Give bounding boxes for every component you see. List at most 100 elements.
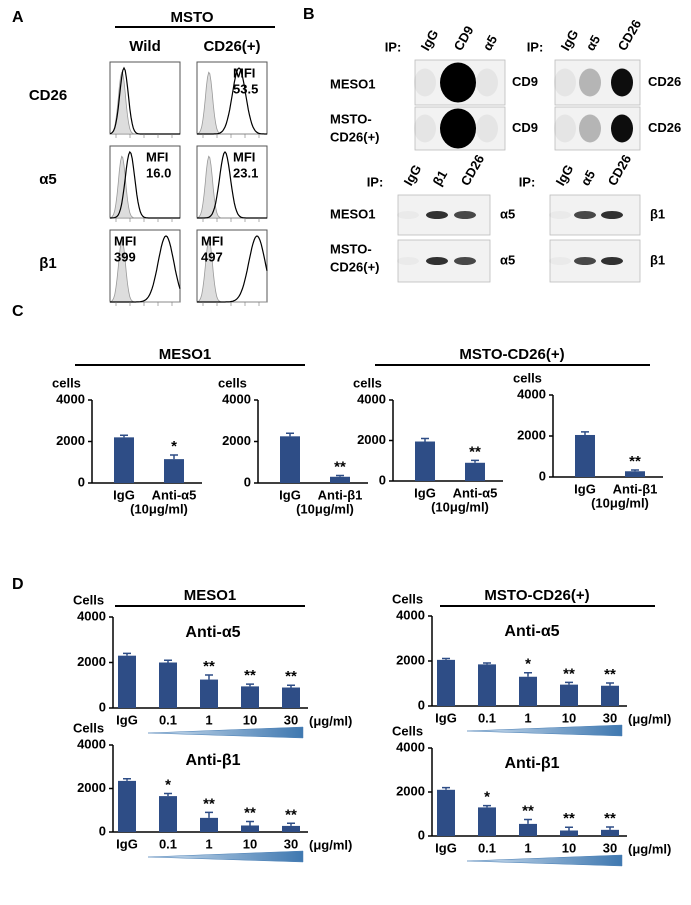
ip-label: IP: bbox=[367, 174, 384, 189]
bar bbox=[560, 684, 578, 706]
bar bbox=[114, 437, 134, 483]
y-tick-label: 2000 bbox=[396, 783, 425, 798]
blot-band bbox=[397, 211, 419, 219]
row-label: MSTO- bbox=[330, 241, 372, 256]
significance: ** bbox=[334, 458, 346, 475]
isotype-histogram bbox=[196, 239, 267, 303]
chart-title: Anti-β1 bbox=[504, 755, 559, 772]
blot-band bbox=[426, 211, 448, 219]
y-tick-label: 4000 bbox=[517, 386, 546, 401]
blot-band bbox=[601, 211, 623, 219]
mfi-label: MFI bbox=[146, 149, 168, 164]
x-note: (10μg/ml) bbox=[431, 499, 489, 514]
y-tick-label: 2000 bbox=[56, 433, 85, 448]
significance: ** bbox=[563, 665, 575, 682]
blot-band bbox=[476, 68, 498, 97]
row-label: MESO1 bbox=[330, 76, 376, 91]
error-bar bbox=[442, 786, 450, 790]
blot-band bbox=[574, 257, 596, 265]
lane-label: α5 bbox=[578, 168, 599, 189]
x-tick-label: Anti-β1 bbox=[613, 481, 658, 496]
x-note: (10μg/ml) bbox=[130, 501, 188, 516]
y-tick-label: 0 bbox=[244, 474, 251, 489]
bar bbox=[330, 476, 350, 483]
bar bbox=[241, 825, 259, 832]
lane-label: α5 bbox=[480, 33, 501, 54]
error-bar bbox=[471, 459, 479, 463]
ip-label: IP: bbox=[385, 39, 402, 54]
panel-label: B bbox=[303, 6, 315, 23]
bar bbox=[164, 459, 184, 483]
x-tick-label: IgG bbox=[116, 712, 138, 727]
significance: ** bbox=[203, 795, 215, 812]
x-tick-label: IgG bbox=[435, 710, 457, 725]
lane-label: β1 bbox=[430, 168, 451, 189]
blot-band bbox=[601, 257, 623, 265]
bar bbox=[280, 436, 300, 483]
y-tick-label: 0 bbox=[418, 827, 425, 842]
band-label: α5 bbox=[500, 206, 515, 221]
isotype-histogram bbox=[196, 71, 267, 135]
x-tick-label: 10 bbox=[562, 840, 576, 855]
blot-band bbox=[414, 114, 436, 143]
sample-histogram bbox=[110, 150, 180, 219]
y-axis-label: Cells bbox=[73, 592, 104, 607]
error-bar bbox=[631, 469, 639, 472]
blot-band bbox=[440, 108, 476, 149]
significance: ** bbox=[285, 806, 297, 823]
y-axis-label: cells bbox=[52, 375, 81, 390]
y-tick-label: 2000 bbox=[77, 654, 106, 669]
x-tick-label: 10 bbox=[243, 712, 257, 727]
dose-wedge bbox=[147, 726, 304, 739]
error-bar bbox=[524, 818, 532, 824]
x-unit: (μg/ml) bbox=[309, 837, 352, 852]
significance: * bbox=[165, 776, 171, 793]
y-tick-label: 2000 bbox=[77, 780, 106, 795]
error-bar bbox=[606, 682, 614, 686]
ip-label: IP: bbox=[527, 39, 544, 54]
error-bar bbox=[336, 474, 344, 477]
significance: ** bbox=[604, 666, 616, 683]
y-axis-label: cells bbox=[218, 375, 247, 390]
mfi-value: 399 bbox=[114, 249, 136, 264]
bar bbox=[159, 796, 177, 832]
error-bar bbox=[164, 659, 172, 663]
error-bar bbox=[246, 683, 254, 687]
x-tick-label: 0.1 bbox=[478, 710, 496, 725]
band-label: CD26 bbox=[648, 74, 681, 89]
y-tick-label: 4000 bbox=[357, 391, 386, 406]
mfi-value: 16.0 bbox=[146, 165, 171, 180]
ip-label: IP: bbox=[519, 174, 536, 189]
mfi-value: 53.5 bbox=[233, 81, 258, 96]
error-bar bbox=[170, 454, 178, 460]
y-tick-label: 4000 bbox=[396, 607, 425, 622]
isotype-histogram bbox=[109, 239, 180, 303]
significance: ** bbox=[469, 443, 481, 460]
dose-wedge bbox=[147, 850, 304, 863]
error-bar bbox=[483, 662, 491, 665]
x-unit: (μg/ml) bbox=[628, 841, 671, 856]
y-axis-label: Cells bbox=[392, 723, 423, 738]
blot-band bbox=[574, 211, 596, 219]
lane-label: IgG bbox=[418, 27, 442, 53]
x-tick-label: 0.1 bbox=[159, 836, 177, 851]
bar bbox=[519, 823, 537, 836]
y-axis-label: Cells bbox=[392, 591, 423, 606]
y-tick-label: 0 bbox=[418, 697, 425, 712]
row-label: MSTO- bbox=[330, 111, 372, 126]
panel-label: D bbox=[12, 576, 24, 593]
x-tick-label: IgG bbox=[116, 836, 138, 851]
error-bar bbox=[205, 811, 213, 818]
x-tick-label: IgG bbox=[414, 485, 436, 500]
group-title: MESO1 bbox=[159, 346, 212, 363]
group-title: MSTO-CD26(+) bbox=[484, 587, 589, 604]
bar bbox=[159, 662, 177, 708]
y-tick-label: 2000 bbox=[357, 432, 386, 447]
bar bbox=[200, 679, 218, 708]
significance: ** bbox=[285, 668, 297, 685]
band-label: CD26 bbox=[648, 120, 681, 135]
blot-band bbox=[579, 114, 601, 143]
x-unit: (μg/ml) bbox=[309, 713, 352, 728]
group-title: MSTO-CD26(+) bbox=[459, 346, 564, 363]
